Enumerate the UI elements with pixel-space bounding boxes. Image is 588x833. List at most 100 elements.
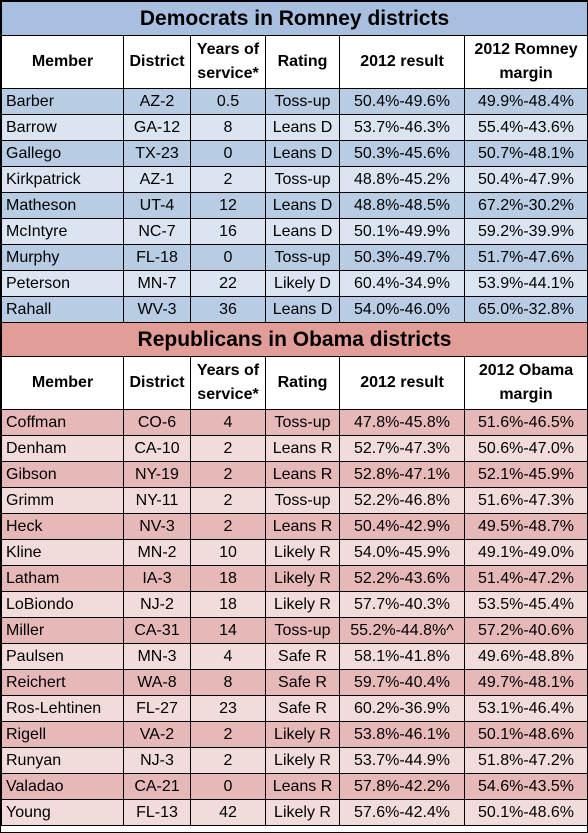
years-cell: 2: [190, 487, 266, 514]
member-cell: Matheson: [1, 192, 124, 219]
years-cell: 2: [190, 513, 266, 540]
table-row: Latham IA-3 18 Likely R 52.2%-43.6% 51.4%-47.…: [1, 565, 588, 592]
member-cell: Grimm: [1, 487, 124, 514]
rating-cell: Likely R: [265, 539, 340, 566]
years-cell: 0: [190, 773, 266, 800]
table-row: LoBiondo NJ-2 18 Likely R 57.7%-40.3% 53.5%-4…: [1, 591, 588, 618]
result-cell: 55.2%-44.8%^: [339, 617, 465, 644]
rating-cell: Toss-up: [265, 166, 340, 193]
member-cell: Latham: [1, 565, 124, 592]
member-cell: Paulsen: [1, 643, 124, 670]
margin-cell: 49.5%-48.7%: [463, 513, 588, 540]
margin-cell: 51.6%-46.5%: [463, 409, 588, 436]
dem-section-title: Democrats in Romney districts: [0, 1, 588, 36]
years-cell: 42: [190, 799, 266, 826]
years-cell: 23: [190, 695, 266, 722]
result-cell: 48.8%-48.5%: [339, 192, 465, 219]
margin-cell: 49.9%-48.4%: [463, 88, 588, 115]
member-cell: Kirkpatrick: [1, 166, 124, 193]
margin-cell: 50.1%-48.6%: [463, 799, 588, 826]
table-row: Young FL-13 42 Likely R 57.6%-42.4% 50.1%-48.…: [1, 799, 588, 826]
member-cell: Reichert: [1, 669, 124, 696]
district-cell: FL-27: [123, 695, 191, 722]
result-cell: 52.8%-47.1%: [339, 461, 465, 488]
margin-cell: 65.0%-32.8%: [463, 296, 588, 323]
years-cell: 0: [190, 140, 266, 167]
result-cell: 50.3%-45.6%: [339, 140, 465, 167]
table-row: Coffman CO-6 4 Toss-up 47.8%-45.8% 51.6%-46.5…: [1, 409, 588, 436]
table-row: Rahall WV-3 36 Leans D 54.0%-46.0% 65.0%-32.8…: [1, 296, 588, 323]
rating-cell: Safe R: [265, 695, 340, 722]
rating-cell: Toss-up: [265, 617, 340, 644]
result-cell: 52.2%-43.6%: [339, 565, 465, 592]
margin-cell: 55.4%-43.6%: [463, 114, 588, 141]
margin-cell: 49.6%-48.8%: [463, 643, 588, 670]
district-cell: VA-2: [123, 721, 191, 748]
result-cell: 60.4%-34.9%: [339, 270, 465, 297]
member-cell: Ros-Lehtinen: [1, 695, 124, 722]
table-row: Runyan NJ-3 2 Likely R 53.7%-44.9% 51.8%-47.2…: [1, 747, 588, 774]
col-header-member: Member: [1, 356, 124, 410]
table-row: McIntyre NC-7 16 Leans D 50.1%-49.9% 59.2%-39…: [1, 218, 588, 245]
result-cell: 50.3%-49.7%: [339, 244, 465, 271]
rating-cell: Toss-up: [265, 88, 340, 115]
table-row: Reichert WA-8 8 Safe R 59.7%-40.4% 49.7%-48.1…: [1, 669, 588, 696]
rating-cell: Leans R: [265, 435, 340, 462]
years-cell: 2: [190, 747, 266, 774]
table-row: Barber AZ-2 0.5 Toss-up 50.4%-49.6% 49.9%-48.…: [1, 88, 588, 115]
col-header-years-of-service: Years of service*: [190, 356, 266, 410]
district-cell: CA-31: [123, 617, 191, 644]
member-cell: Rigell: [1, 721, 124, 748]
result-cell: 48.8%-45.2%: [339, 166, 465, 193]
district-cell: AZ-1: [123, 166, 191, 193]
district-cell: MN-2: [123, 539, 191, 566]
table-row: Peterson MN-7 22 Likely D 60.4%-34.9% 53.9%-4…: [1, 270, 588, 297]
col-header-romney-margin: 2012 Romney margin: [463, 35, 588, 89]
rep-section-title: Republicans in Obama districts: [0, 322, 588, 357]
years-cell: 14: [190, 617, 266, 644]
result-cell: 60.2%-36.9%: [339, 695, 465, 722]
years-cell: 2: [190, 721, 266, 748]
district-cell: FL-18: [123, 244, 191, 271]
col-header-member: Member: [1, 35, 124, 89]
rating-cell: Leans D: [265, 218, 340, 245]
table-row: Matheson UT-4 12 Leans D 48.8%-48.5% 67.2%-30…: [1, 192, 588, 219]
member-cell: Coffman: [1, 409, 124, 436]
margin-cell: 51.6%-47.3%: [463, 487, 588, 514]
member-cell: Gallego: [1, 140, 124, 167]
rating-cell: Leans R: [265, 461, 340, 488]
margin-cell: 50.6%-47.0%: [463, 435, 588, 462]
margin-cell: 57.2%-40.6%: [463, 617, 588, 644]
member-cell: Barrow: [1, 114, 124, 141]
rating-cell: Likely R: [265, 591, 340, 618]
district-cell: NC-7: [123, 218, 191, 245]
years-cell: 18: [190, 591, 266, 618]
district-cell: WA-8: [123, 669, 191, 696]
margin-cell: 53.1%-46.4%: [463, 695, 588, 722]
result-cell: 54.0%-46.0%: [339, 296, 465, 323]
col-header-district: District: [123, 35, 191, 89]
rating-cell: Leans D: [265, 114, 340, 141]
district-cell: CA-10: [123, 435, 191, 462]
district-cell: NJ-2: [123, 591, 191, 618]
member-cell: Peterson: [1, 270, 124, 297]
years-cell: 8: [190, 114, 266, 141]
district-cell: UT-4: [123, 192, 191, 219]
years-cell: 0.5: [190, 88, 266, 115]
dem-header-row: Member District Years of service* Rating…: [1, 35, 588, 89]
rating-cell: Leans D: [265, 296, 340, 323]
table-row: Ros-Lehtinen FL-27 23 Safe R 60.2%-36.9% 53.1…: [1, 695, 588, 722]
rating-cell: Likely R: [265, 721, 340, 748]
margin-cell: 51.4%-47.2%: [463, 565, 588, 592]
rating-cell: Toss-up: [265, 487, 340, 514]
result-cell: 53.7%-46.3%: [339, 114, 465, 141]
table-row: Heck NV-3 2 Leans R 50.4%-42.9% 49.5%-48.7%: [1, 513, 588, 540]
rating-cell: Likely D: [265, 270, 340, 297]
margin-cell: 53.5%-45.4%: [463, 591, 588, 618]
result-cell: 52.7%-47.3%: [339, 435, 465, 462]
result-cell: 52.2%-46.8%: [339, 487, 465, 514]
rating-cell: Likely R: [265, 799, 340, 826]
margin-cell: 49.7%-48.1%: [463, 669, 588, 696]
rep-title-row: Republicans in Obama districts: [0, 322, 588, 357]
margin-cell: 52.1%-45.9%: [463, 461, 588, 488]
